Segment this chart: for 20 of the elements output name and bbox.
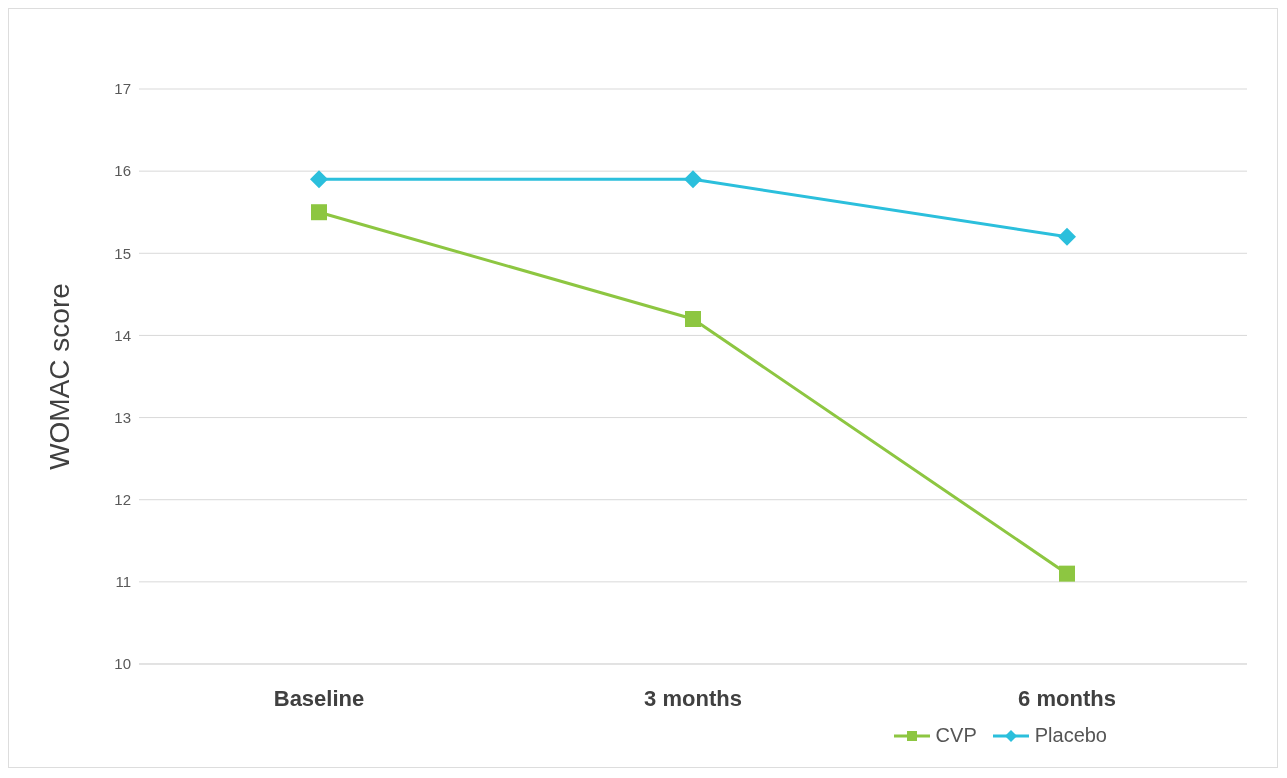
x-tick-label: 6 months <box>1018 685 1116 711</box>
point <box>310 170 328 189</box>
y-tick-label: 10 <box>114 655 131 673</box>
legend-label: Placebo <box>1034 724 1107 747</box>
point <box>311 204 327 221</box>
y-tick-label: 17 <box>114 80 131 98</box>
point <box>684 170 702 189</box>
x-tick-label: Baseline <box>273 685 365 711</box>
point <box>1059 565 1075 582</box>
y-tick-label: 14 <box>114 326 131 344</box>
y-axis-title: WOMAC score <box>43 283 75 470</box>
legend-label: CVP <box>935 724 977 747</box>
point <box>1058 227 1076 246</box>
x-tick-label: 3 months <box>644 685 742 711</box>
y-tick-label: 13 <box>114 408 131 426</box>
y-tick-label: 15 <box>114 244 131 262</box>
y-tick-label: 11 <box>115 573 131 591</box>
point <box>685 311 701 327</box>
y-tick-label: 16 <box>114 162 131 180</box>
y-tick-label: 12 <box>114 491 131 509</box>
